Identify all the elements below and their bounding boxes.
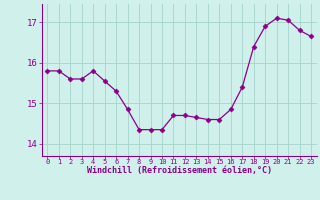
X-axis label: Windchill (Refroidissement éolien,°C): Windchill (Refroidissement éolien,°C)	[87, 166, 272, 175]
